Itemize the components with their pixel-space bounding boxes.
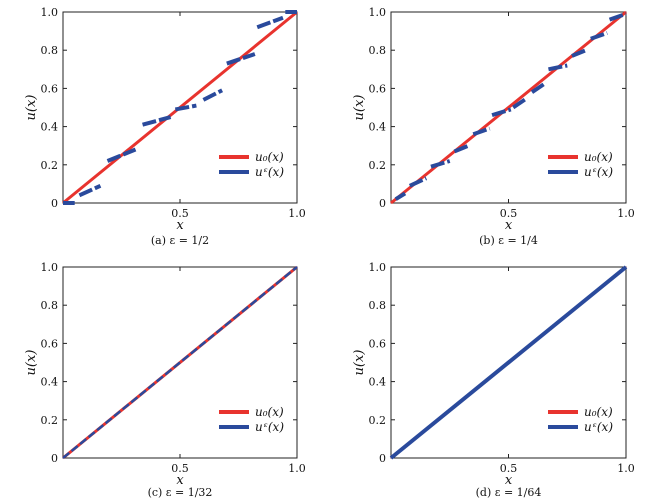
x-tick-label: 1.0 (288, 207, 306, 220)
y-tick-label: 0.8 (41, 299, 59, 312)
series-line-2 (389, 265, 628, 460)
x-axis-label: x (176, 473, 184, 488)
y-tick-label: 0.8 (41, 44, 59, 57)
legend-entry: uᵋ(x) (584, 420, 613, 434)
series-line-2 (62, 266, 298, 459)
y-tick-label: 0.8 (369, 44, 387, 57)
y-axis-label: u(x) (24, 350, 39, 376)
x-tick-label: 1.0 (617, 207, 635, 220)
legend-entry: uᵋ(x) (584, 165, 613, 179)
panel-caption: (a) ε = 1/2 (151, 234, 209, 247)
series-segment-2 (472, 126, 491, 137)
series-segment-2 (394, 191, 407, 201)
y-tick-label: 0 (379, 452, 386, 465)
series-segment-2 (608, 12, 627, 22)
x-tick-label: 0.5 (171, 207, 189, 220)
y-tick-label: 0.6 (41, 337, 59, 350)
legend-entry: u₀(x) (584, 405, 613, 419)
series-segment-2 (548, 63, 568, 72)
y-axis-label: u(x) (24, 95, 39, 121)
y-tick-label: 0.2 (369, 159, 387, 172)
series-segment-2 (142, 115, 172, 127)
series-segment-2 (106, 147, 137, 163)
series-segment-2 (491, 107, 512, 118)
series-segment-2 (453, 143, 470, 154)
x-tick-label: 1.0 (617, 462, 635, 475)
chart-panel-2: 0 0.2 0.4 0.6 0.8 1.0 0.5 1.0 x u(x) (b) ε = 1/4 u₀… (352, 6, 635, 247)
series-segment-2 (408, 176, 428, 188)
y-tick-label: 1.0 (369, 6, 387, 19)
y-tick-label: 0.4 (369, 121, 387, 134)
chart-panel-1: 0 0.2 0.4 0.6 0.8 1.0 0.5 1.0 x u(x) (a) ε = 1/2 u₀… (24, 6, 306, 247)
y-tick-label: 0 (379, 197, 386, 210)
series-segment-2 (174, 103, 197, 112)
y-tick-label: 0.4 (41, 121, 59, 134)
x-tick-label: 0.5 (500, 462, 518, 475)
chart-panel-3: 0 0.2 0.4 0.6 0.8 1.0 0.5 1.0 x u(x) (c) ε = 1/32 u… (24, 261, 306, 499)
y-tick-label: 1.0 (369, 261, 387, 274)
y-tick-label: 0.4 (369, 376, 387, 389)
panel-caption: (d) ε = 1/64 (476, 486, 542, 499)
series-segment-2 (202, 88, 224, 102)
x-tick-label: 0.5 (500, 207, 518, 220)
y-tick-label: 0.2 (369, 414, 387, 427)
y-tick-label: 0.6 (369, 82, 387, 95)
legend-entry: uᵋ(x) (255, 165, 284, 179)
x-axis-label: x (505, 473, 513, 488)
panel-caption: (c) ε = 1/32 (148, 486, 213, 499)
series-segment-2 (590, 31, 608, 41)
y-tick-label: 0.8 (369, 299, 387, 312)
panel-caption: (b) ε = 1/4 (479, 234, 538, 247)
series-segment-2 (256, 15, 284, 30)
legend-entry: u₀(x) (584, 150, 613, 164)
series-segment-2 (571, 48, 587, 58)
x-axis-label: x (505, 218, 513, 233)
legend-entry: uᵋ(x) (255, 420, 284, 434)
y-axis-label: u(x) (352, 350, 367, 376)
x-tick-label: 1.0 (288, 462, 306, 475)
series-segment-2 (512, 96, 529, 110)
y-tick-label: 0.2 (41, 414, 59, 427)
y-tick-label: 0 (51, 452, 58, 465)
series-segment-2 (226, 52, 256, 66)
x-tick-label: 0.5 (171, 462, 189, 475)
y-tick-label: 1.0 (41, 6, 59, 19)
legend-entry: u₀(x) (255, 150, 284, 164)
legend-entry: u₀(x) (255, 405, 284, 419)
y-tick-label: 0 (51, 197, 58, 210)
y-tick-label: 0.4 (41, 376, 59, 389)
series-segment-2 (78, 183, 102, 198)
series-line-1 (390, 10, 627, 205)
series-segment-2 (430, 159, 451, 169)
y-tick-label: 0.6 (369, 337, 387, 350)
chart-panel-4: 0 0.2 0.4 0.6 0.8 1.0 0.5 1.0 x u(x) (d) ε = 1/64 u… (352, 261, 635, 499)
y-tick-label: 0.6 (41, 82, 59, 95)
y-tick-label: 0.2 (41, 159, 59, 172)
series-segment-2 (530, 81, 548, 94)
y-axis-label: u(x) (352, 95, 367, 121)
y-tick-label: 1.0 (41, 261, 59, 274)
x-axis-label: x (176, 218, 184, 233)
